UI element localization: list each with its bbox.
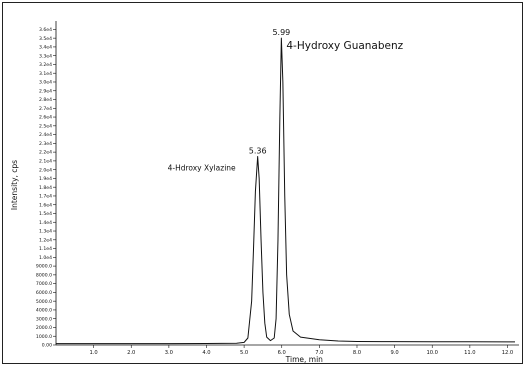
y-tick-label: 1.0e4 [39,255,52,261]
y-tick-label: 2.3e4 [39,141,52,147]
y-tick-label: 2.8e4 [39,97,52,103]
x-tick-label: 8.0 [353,350,361,356]
x-tick-label: 6.0 [278,350,286,356]
y-tick-label: 3000.0 [36,316,52,322]
y-tick-label: 1.2e4 [39,237,52,243]
x-axis-label: Time, min [285,355,324,364]
y-tick-label: 1.4e4 [39,220,52,226]
y-tick-label: 2.4e4 [39,132,52,138]
x-tick-label: 11.0 [464,350,476,356]
y-tick-label: 2000.0 [36,325,52,331]
y-tick-label: 3.4e4 [39,45,52,51]
y-tick-label: 2.1e4 [39,158,52,164]
peak-compound-label: 4-Hdroxy Xylazine [168,164,236,173]
y-tick-label: 1.5e4 [39,211,52,217]
y-tick-label: 7000.0 [36,281,52,287]
x-tick-label: 4.0 [202,350,210,356]
y-tick-label: 3.6e4 [39,27,52,33]
y-tick-label: 0.00 [42,343,52,349]
y-ticks: 0.00 1000.0 2000.0 3000.0 4000.0 5000.0 6000.0… [36,27,56,349]
y-tick-label: 1.8e4 [39,185,52,191]
x-tick-label: 7.0 [315,350,323,356]
y-tick-label: 2.0e4 [39,167,52,173]
x-tick-label: 5.0 [240,350,248,356]
chart-frame: 0.00 1000.0 2000.0 3000.0 4000.0 5000.0 6000.0… [2,2,523,364]
axes [55,21,519,346]
y-tick-label: 4000.0 [36,308,52,314]
y-tick-label: 1.3e4 [39,229,52,235]
peak-rt-label: 5.36 [249,147,267,156]
y-tick-label: 1.6e4 [39,202,52,208]
y-tick-label: 6000.0 [36,290,52,296]
chromatogram-chart: 0.00 1000.0 2000.0 3000.0 4000.0 5000.0 6000.0… [10,21,519,364]
y-tick-label: 3.3e4 [39,53,52,59]
peak-compound-label: 4-Hydroxy Guanabenz [286,40,403,52]
x-tick-label: 12.0 [502,350,514,356]
peak-labels: 5.36 4-Hdroxy Xylazine 5.99 4-Hydroxy Guana… [168,28,404,172]
y-tick-label: 3.5e4 [39,36,52,42]
x-tick-label: 2.0 [127,350,135,356]
peak-rt-label: 5.99 [272,28,290,37]
x-tick-label: 9.0 [390,350,398,356]
y-tick-label: 1000.0 [36,334,52,340]
y-tick-label: 2.2e4 [39,150,52,156]
y-tick-label: 2.5e4 [39,123,52,129]
y-tick-label: 2.7e4 [39,106,52,112]
x-tick-label: 3.0 [165,350,173,356]
y-tick-label: 1.7e4 [39,194,52,200]
y-tick-label: 1.1e4 [39,246,52,252]
y-tick-label: 3.2e4 [39,62,52,68]
y-tick-label: 5000.0 [36,299,52,305]
x-tick-label: 1.0 [89,350,97,356]
y-tick-label: 8000.0 [36,272,52,278]
x-ticks: 1.0 2.0 3.0 4.0 5.0 6.0 7.0 8.0 9.0 10.0 11.0 12.0 [89,345,513,356]
y-tick-label: 9000.0 [36,264,52,270]
x-tick-label: 10.0 [426,350,438,356]
y-tick-label: 2.6e4 [39,115,52,121]
chromatogram-trace [55,37,515,345]
y-tick-label: 3.1e4 [39,71,52,77]
y-axis-label: Intensity, cps [10,160,19,210]
y-tick-label: 2.9e4 [39,88,52,94]
y-tick-label: 1.9e4 [39,176,52,182]
y-tick-label: 3.0e4 [39,80,52,86]
